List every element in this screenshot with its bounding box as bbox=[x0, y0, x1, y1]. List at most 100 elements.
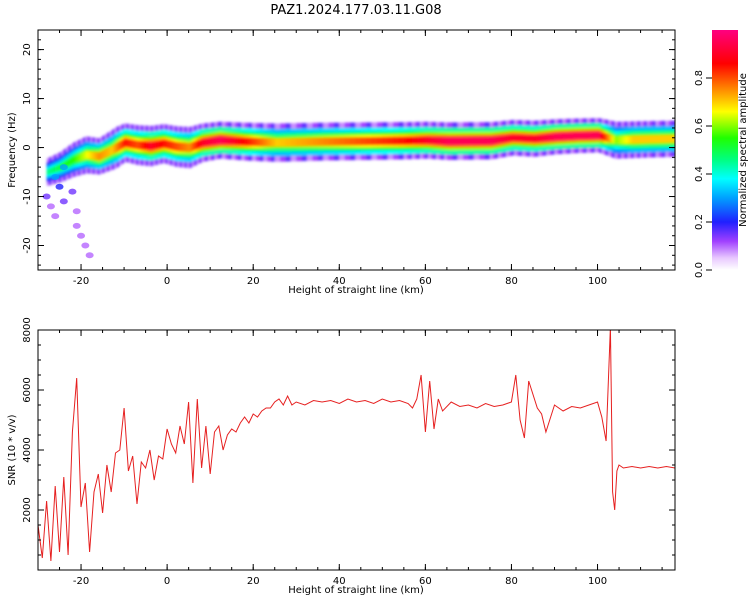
ridge-cell bbox=[586, 131, 591, 140]
ridge-cell bbox=[489, 136, 494, 145]
spectrogram-blob bbox=[55, 183, 64, 190]
ridge-cell bbox=[530, 134, 534, 143]
ridge-cell bbox=[101, 150, 104, 159]
y-tick-label: 4000 bbox=[22, 437, 33, 462]
ridge-cell bbox=[54, 165, 58, 173]
spectrogram-blob bbox=[72, 222, 81, 229]
ridge-cell bbox=[96, 152, 100, 161]
ridge-cell bbox=[623, 136, 627, 144]
ridge-cell bbox=[398, 136, 405, 145]
ridge-cell bbox=[93, 151, 96, 160]
ridge-cell bbox=[124, 138, 127, 147]
ridge-cell bbox=[594, 131, 599, 140]
ridge-cell bbox=[438, 136, 443, 145]
x-tick-label: -20 bbox=[73, 276, 89, 287]
ridge-cell bbox=[180, 142, 183, 152]
colorbar-ticks: 0.0 0.2 0.4 0.6 0.8 bbox=[694, 70, 712, 278]
ridge-cell bbox=[355, 137, 362, 146]
ridge-cell bbox=[527, 134, 532, 143]
ridge-cell bbox=[634, 135, 638, 144]
ridge-cell bbox=[49, 167, 53, 174]
spectrogram-marks bbox=[42, 118, 675, 259]
x-tick-label: 80 bbox=[505, 576, 518, 587]
ridge-cell bbox=[644, 135, 648, 144]
ridge-cell bbox=[511, 133, 515, 142]
spectrogram-xlabel: Height of straight line (km) bbox=[288, 285, 424, 296]
ridge-cell bbox=[610, 135, 614, 143]
spectrogram-blob bbox=[51, 173, 60, 180]
ridge-cell bbox=[301, 137, 308, 147]
x-tick-label: 100 bbox=[588, 576, 607, 587]
ridge-cell bbox=[198, 139, 201, 149]
ridge-cell bbox=[117, 141, 121, 151]
ridge-cell bbox=[559, 132, 564, 141]
ridge-cell bbox=[231, 136, 236, 145]
figure-title: PAZ1.2024.177.03.11.G08 bbox=[270, 3, 441, 18]
ridge-cell bbox=[83, 151, 87, 160]
ridge-cell bbox=[128, 139, 132, 148]
ridge-cell bbox=[95, 152, 98, 160]
ridge-cell bbox=[570, 132, 575, 140]
ridge-cell bbox=[612, 135, 616, 144]
ridge-cell bbox=[234, 137, 239, 146]
spectrogram-frame bbox=[37, 29, 676, 271]
ridge-cell bbox=[671, 134, 675, 143]
y-tick-label: -20 bbox=[22, 237, 33, 253]
ridge-cell bbox=[546, 133, 550, 142]
ridge-cell bbox=[88, 151, 91, 160]
colorbar-tick-label: 0.4 bbox=[694, 166, 705, 182]
ridge-cell bbox=[307, 137, 314, 146]
ridge-cell bbox=[252, 137, 257, 146]
ridge-cell bbox=[274, 138, 281, 147]
ridge-cell bbox=[143, 141, 146, 150]
ridge-cell bbox=[174, 141, 177, 151]
ridge-cell bbox=[484, 136, 491, 145]
x-tick-label: 0 bbox=[164, 576, 170, 587]
ridge-cell bbox=[642, 135, 646, 144]
colorbar-tick-label: 0.6 bbox=[694, 118, 705, 134]
ridge-cell bbox=[82, 152, 85, 161]
ridge-cell bbox=[109, 146, 112, 156]
ridge-cell bbox=[323, 137, 330, 146]
ridge-cell bbox=[116, 142, 119, 152]
ridge-cell bbox=[516, 134, 521, 142]
ridge-cell bbox=[74, 155, 77, 163]
ridge-cell bbox=[492, 136, 497, 145]
ridge-cell bbox=[170, 141, 174, 150]
ridge-cell bbox=[452, 137, 459, 146]
ridge-cell bbox=[132, 139, 135, 149]
ridge-cell bbox=[627, 135, 631, 144]
ridge-cell bbox=[156, 140, 159, 150]
ridge-cell bbox=[614, 136, 618, 145]
x-tick-label: 60 bbox=[419, 276, 432, 287]
spectrogram-blob bbox=[59, 198, 68, 205]
ridge-cell bbox=[195, 140, 198, 150]
ridge-cell bbox=[403, 136, 408, 145]
ridge-cell bbox=[371, 137, 378, 146]
ridge-cell bbox=[419, 136, 424, 145]
ridge-cell bbox=[153, 141, 156, 150]
ridge-cell bbox=[199, 139, 203, 148]
ridge-cell bbox=[69, 158, 72, 166]
ridge-cell bbox=[166, 140, 169, 149]
ridge-cell bbox=[106, 148, 109, 157]
ridge-cell bbox=[376, 136, 384, 146]
spectrogram-blob bbox=[59, 164, 68, 171]
ridge-cell bbox=[221, 136, 227, 145]
ridge-cell bbox=[120, 140, 124, 149]
snr-panel: -20 0 20 40 60 80 100 2000 4000 6000 8000 Height o… bbox=[7, 317, 676, 596]
ridge-cell bbox=[72, 156, 75, 164]
ridge-cell bbox=[99, 151, 103, 160]
ridge-cell bbox=[532, 134, 537, 143]
ridge-cell bbox=[414, 136, 419, 145]
spectrogram-ticks: -20 0 20 40 60 80 100 -20 -10 0 10 20 bbox=[22, 29, 675, 287]
ridge-cell bbox=[638, 135, 642, 144]
ridge-cell bbox=[46, 169, 50, 175]
ridge-cell bbox=[495, 136, 499, 144]
y-tick-label: 20 bbox=[22, 43, 33, 56]
ridge-cell bbox=[647, 135, 650, 144]
ridge-cell bbox=[573, 132, 577, 140]
ridge-cell bbox=[584, 131, 588, 140]
ridge-cell bbox=[208, 137, 211, 146]
ridge-cell bbox=[169, 140, 172, 150]
